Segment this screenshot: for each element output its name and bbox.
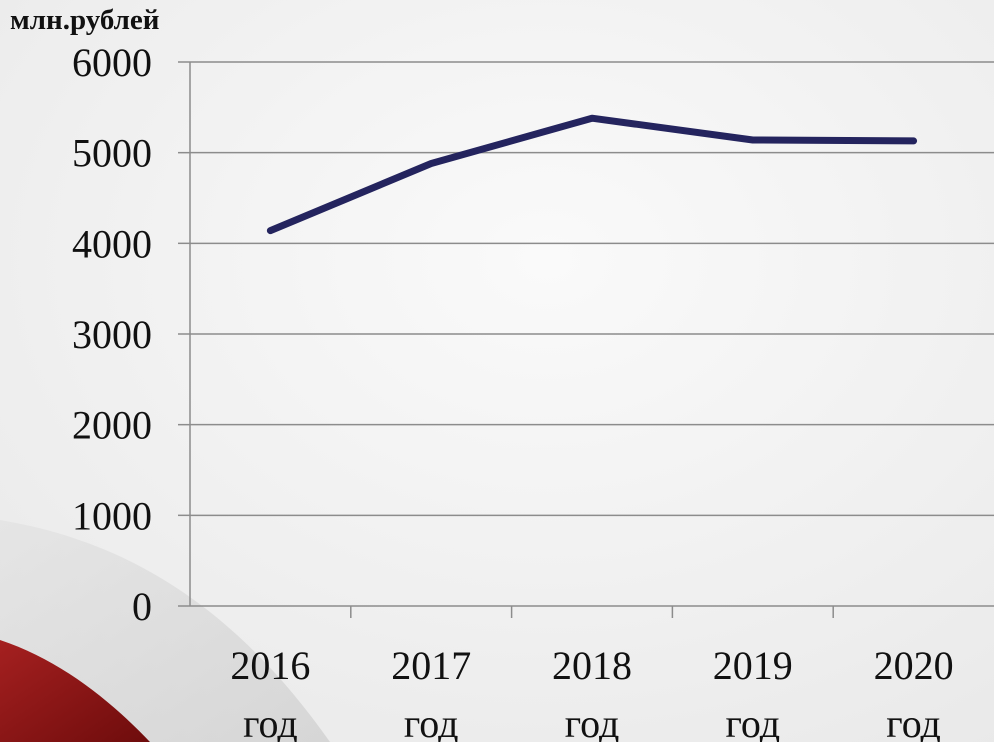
x-tick-labels: 2016 год 2017 год 2018 год 2019 год 2020 год bbox=[230, 643, 953, 742]
x-tick-label-3-line-1: 2019 bbox=[713, 643, 793, 688]
x-tick-label-4-line-2: год bbox=[886, 701, 941, 742]
y-tick-label-3000: 3000 bbox=[72, 312, 152, 357]
y-unit-label: млн.рублей bbox=[10, 4, 160, 36]
x-tick-label-0-line-1: 2016 bbox=[230, 643, 310, 688]
x-tick-label-1-line-1: 2017 bbox=[391, 643, 471, 688]
y-tick-label-0: 0 bbox=[132, 584, 152, 629]
axes bbox=[178, 61, 994, 618]
y-tick-label-2000: 2000 bbox=[72, 403, 152, 448]
x-tick-label-0-line-2: год bbox=[243, 701, 298, 742]
y-tick-label-4000: 4000 bbox=[72, 221, 152, 266]
series-line-0 bbox=[266, 114, 918, 235]
y-tick-label-1000: 1000 bbox=[72, 493, 152, 538]
x-tick-label-4-line-1: 2020 bbox=[874, 643, 954, 688]
y-tick-label-5000: 5000 bbox=[72, 131, 152, 176]
y-tick-labels: 0 1000 2000 3000 4000 5000 6000 bbox=[72, 40, 152, 629]
decor-red-swoosh bbox=[0, 640, 150, 742]
grid-lines bbox=[190, 61, 994, 517]
x-tick-label-2-line-1: 2018 bbox=[552, 643, 632, 688]
x-tick-label-3-line-2: год bbox=[725, 701, 780, 742]
y-tick-label-6000: 6000 bbox=[72, 40, 152, 85]
x-tick-label-1-line-2: год bbox=[404, 701, 459, 742]
x-tick-label-2-line-2: год bbox=[565, 701, 620, 742]
series bbox=[266, 114, 918, 235]
